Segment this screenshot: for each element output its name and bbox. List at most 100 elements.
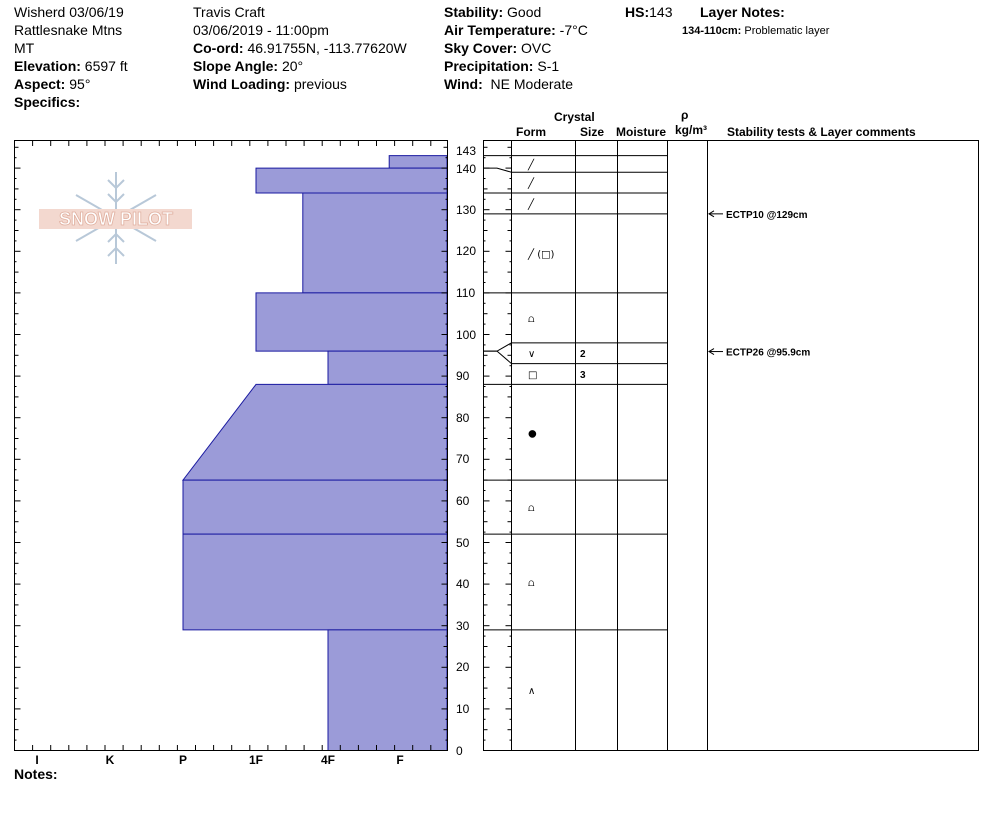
hardness-tick-label: F (396, 753, 404, 767)
grain-form: ⩍ (528, 503, 535, 514)
hardness-tick-label: K (105, 753, 115, 767)
hardness-layer (302, 192, 448, 294)
elevation-row: Elevation: 6597 ft (14, 57, 128, 75)
stability-value: Good (507, 4, 542, 20)
hardness-profile (181, 155, 448, 751)
grain-form: ╱ (527, 197, 535, 210)
layer-connector (483, 342, 512, 352)
col-rho: ρ (681, 108, 689, 122)
layer-connector (483, 167, 512, 173)
test-label: ECTP26 @95.9cm (726, 348, 810, 359)
depth-tick-label: 100 (456, 327, 477, 342)
coord-row: Co-ord: 46.91755N, -113.77620W (193, 39, 407, 57)
stability-tests: ECTP10 @129cm ECTP26 @95.9cm (708, 210, 810, 359)
test-label: ECTP10 @129cm (726, 210, 808, 221)
depth-tick-label: 20 (456, 660, 470, 675)
slope-value: 20° (281, 58, 304, 74)
air-temp-value: -7°C (559, 22, 588, 38)
sky-label: Sky Cover: (444, 40, 518, 56)
axis-ticks (14, 140, 512, 751)
depth-tick-label: 40 (456, 577, 470, 592)
observer-name: Travis Craft (193, 4, 265, 20)
grain-form: ╱ (527, 177, 535, 190)
grain-form: ⩍ (528, 578, 535, 589)
snowpilot-logo: SNOW PILOT (39, 172, 192, 264)
col-crystal: Crystal (554, 110, 595, 124)
depth-tick-label: 143 (456, 143, 477, 158)
layer-connector (483, 350, 512, 364)
depth-tick-label: 110 (456, 285, 476, 300)
sky-value: OVC (521, 40, 552, 56)
aspect-value: 95° (69, 76, 91, 92)
stability-row: Stability: Good (444, 3, 541, 21)
hs-value: 143 (649, 4, 673, 20)
precip-label: Precipitation: (444, 58, 534, 74)
location-line-2: Rattlesnake Mtns (14, 22, 123, 38)
elevation-label: Elevation: (14, 58, 81, 74)
hardness-layer (388, 155, 448, 169)
coord-value: 46.91755N, -113.77620W (247, 40, 407, 56)
depth-tick-label: 140 (456, 162, 477, 177)
depth-tick-label: 0 (456, 743, 463, 758)
grain-form: ∨ (528, 349, 535, 360)
hardness-layer (327, 350, 448, 385)
depth-tick-label: 10 (456, 701, 470, 716)
grain-form: □ (528, 370, 537, 381)
hs-row: HS:143 (625, 3, 672, 21)
hardness-layer (181, 383, 448, 481)
wind-loading-label: Wind Loading: (193, 76, 291, 92)
stability-label: Stability: (444, 4, 504, 20)
location-line-3: MT (14, 40, 35, 56)
hardness-tick-label: 4F (320, 753, 335, 767)
grain-form: ╱ (□) (527, 247, 555, 260)
depth-tick-label: 80 (456, 410, 470, 425)
hardness-layer (182, 479, 448, 535)
grain-form: ∧ (528, 686, 535, 697)
wind-row: Wind: NE Moderate (444, 75, 573, 93)
wind-label: Wind: (444, 76, 483, 92)
layer-note: 134-110cm: Problematic layer (682, 22, 829, 40)
hardness-layer (255, 167, 448, 194)
layer-note-range: 134-110cm: (682, 25, 742, 37)
test-arrow-head (708, 210, 715, 218)
test-arrow-head (708, 348, 715, 355)
hardness-tick-label: I (35, 753, 39, 767)
logo-text: SNOW PILOT (59, 209, 173, 229)
layers-frame (483, 140, 979, 751)
wind-loading-value: previous (293, 76, 347, 92)
wind-loading-row: Wind Loading: previous (193, 75, 347, 93)
col-form: Form (516, 125, 546, 139)
aspect-row: Aspect: 95° (14, 75, 90, 93)
grain-size: 2 (580, 349, 586, 360)
location-line-1: Wisherd 03/06/19 (14, 4, 124, 20)
slope-row: Slope Angle: 20° (193, 57, 303, 75)
air-temp-row: Air Temperature: -7°C (444, 21, 588, 39)
depth-tick-label: 60 (456, 493, 470, 508)
depth-tick-label: 50 (456, 535, 470, 550)
sky-row: Sky Cover: OVC (444, 39, 551, 57)
coord-label: Co-ord: (193, 40, 244, 56)
plot-frames (14, 140, 979, 751)
notes-label: Notes: (14, 766, 58, 782)
grain-size: 3 (580, 370, 586, 381)
hardness-layer (327, 629, 448, 751)
specifics-label: Specifics: (14, 94, 81, 110)
hs-label: HS: (625, 4, 650, 20)
layer-table: ╱ ╱ ╱ ╱ (□) ⩍ ∨ 2 □ 3 ● ⩍ ⩍ ∧ (483, 155, 668, 697)
hardness-layer (182, 533, 448, 631)
col-moisture: Moisture (616, 125, 667, 139)
depth-tick-label: 90 (456, 369, 470, 384)
slope-label: Slope Angle: (193, 58, 279, 74)
wind-value: NE Moderate (490, 76, 574, 92)
depth-tick-label: 70 (456, 452, 470, 467)
layer-notes-label: Layer Notes: (700, 4, 785, 20)
depth-tick-label: 130 (456, 202, 477, 217)
depth-tick-label: 30 (456, 618, 470, 633)
hardness-tick-label: P (178, 753, 187, 767)
precip-value: S-1 (537, 58, 560, 74)
col-density-unit: kg/m³ (675, 123, 708, 137)
col-size: Size (580, 125, 605, 139)
aspect-label: Aspect: (14, 76, 66, 92)
hardness-frame (14, 140, 448, 751)
